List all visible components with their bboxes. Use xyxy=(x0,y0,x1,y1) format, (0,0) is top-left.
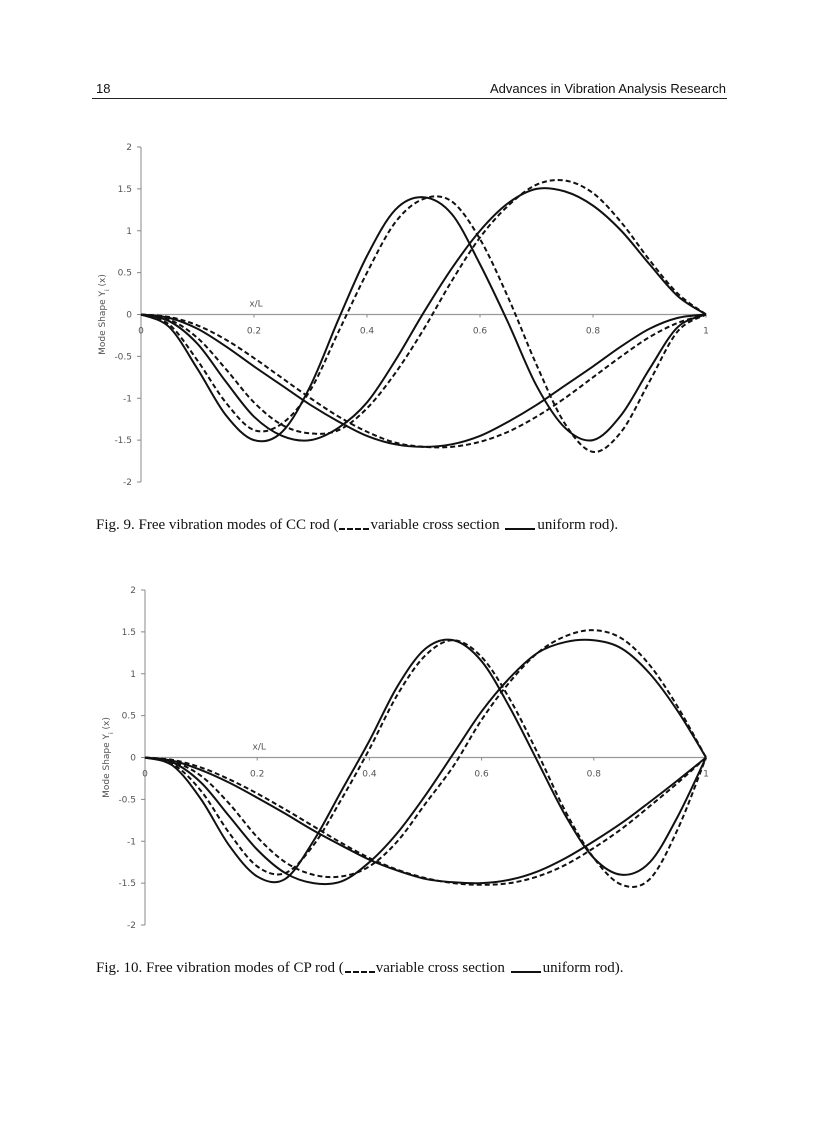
x-tick-label: 0.8 xyxy=(587,770,602,780)
x-tick-label: 1 xyxy=(703,327,709,337)
uniform-rod-mode-line-0 xyxy=(144,756,707,885)
y-tick-label: 0 xyxy=(130,754,136,764)
uniform-rod-mode-line-4 xyxy=(144,638,707,884)
solid-line-legend-icon xyxy=(505,527,536,530)
solid-line-legend-icon xyxy=(510,970,541,973)
variable-section-mode-line-1 xyxy=(140,313,707,449)
x-tick-label: 1 xyxy=(703,770,709,780)
uniform-rod-mode-line-2 xyxy=(144,638,707,886)
x-tick-label: 0.6 xyxy=(474,770,489,780)
x-tick-label: 0.4 xyxy=(362,770,377,780)
y-tick-label: -1 xyxy=(127,837,136,847)
variable-section-mode-line-1 xyxy=(144,756,707,886)
uniform-rod-mode-line-4 xyxy=(140,196,707,443)
running-title: Advances in Vibration Analysis Research xyxy=(489,81,726,96)
x-tick-label: 0.4 xyxy=(360,327,375,337)
x-tick-label: 0.2 xyxy=(247,327,261,337)
variable-section-mode-line-3 xyxy=(140,178,707,435)
y-tick-label: -1.5 xyxy=(118,879,136,889)
y-axis-label: Mode Shape Yi (x) xyxy=(102,717,115,798)
y-tick-label: -1 xyxy=(123,394,132,404)
caption-solid-label: uniform rod). xyxy=(542,960,624,976)
caption-text: Fig. 10. Free vibration modes of CP rod … xyxy=(96,960,344,976)
figure-9-caption: Fig. 9. Free vibration modes of CC rod (… xyxy=(96,517,618,534)
figure-10-caption: Fig. 10. Free vibration modes of CP rod … xyxy=(96,960,623,977)
y-tick-label: -2 xyxy=(123,478,132,488)
header-rule xyxy=(92,98,727,99)
dashed-line-legend-icon xyxy=(339,527,370,530)
y-tick-label: 1.5 xyxy=(118,185,132,195)
uniform-rod-mode-line-0 xyxy=(140,313,707,448)
y-tick-label: 2 xyxy=(126,143,132,153)
y-tick-label: 1 xyxy=(130,670,136,680)
variable-section-mode-line-5 xyxy=(140,195,707,453)
y-tick-label: -0.5 xyxy=(118,795,136,805)
y-tick-label: 2 xyxy=(130,586,136,596)
caption-solid-label: uniform rod). xyxy=(537,517,619,533)
y-tick-label: 1 xyxy=(126,227,132,237)
y-tick-label: -0.5 xyxy=(114,352,132,362)
y-tick-label: -1.5 xyxy=(114,436,132,446)
x-tick-label: 0.2 xyxy=(250,770,264,780)
caption-dashed-label: variable cross section xyxy=(375,960,509,976)
page-number: 18 xyxy=(96,81,111,96)
x-tick-label: 0 xyxy=(138,327,144,337)
x-tick-label: 0 xyxy=(142,770,148,780)
y-tick-label: 0 xyxy=(126,311,132,321)
x-tick-label: 0.6 xyxy=(473,327,488,337)
y-tick-label: 0.5 xyxy=(122,712,136,722)
y-tick-label: -2 xyxy=(127,921,136,931)
x-axis-label: x/L xyxy=(253,743,266,753)
y-axis-label: Mode Shape Yi (x) xyxy=(98,274,111,355)
uniform-rod-mode-line-2 xyxy=(140,187,707,442)
variable-section-mode-line-5 xyxy=(144,639,707,888)
caption-text: Fig. 9. Free vibration modes of CC rod ( xyxy=(96,517,339,533)
y-tick-label: 1.5 xyxy=(122,628,136,638)
x-axis-label: x/L xyxy=(249,300,262,310)
dashed-line-legend-icon xyxy=(344,970,375,973)
y-tick-label: 0.5 xyxy=(118,269,132,279)
variable-section-mode-line-3 xyxy=(144,629,707,879)
x-tick-label: 0.8 xyxy=(586,327,601,337)
caption-dashed-label: variable cross section xyxy=(370,517,504,533)
